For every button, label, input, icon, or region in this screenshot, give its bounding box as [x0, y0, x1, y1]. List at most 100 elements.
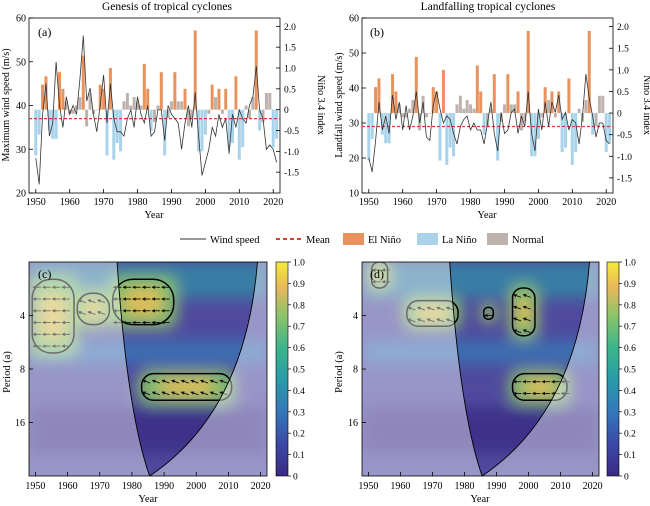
nino-bar — [492, 74, 496, 114]
nino-bar — [115, 109, 119, 143]
panel-b: 1950 1960 1970 1980 1990 2000 2010 2020 10 20 30 40… — [334, 14, 650, 222]
nino-bar — [68, 109, 72, 114]
x-tick-label: 1980 — [122, 481, 142, 492]
coherence-core — [40, 293, 66, 339]
nino-bar — [102, 88, 106, 110]
coherence-band — [362, 406, 599, 454]
nino-bar — [404, 113, 408, 118]
phase-arrow — [171, 379, 180, 384]
nino-bar — [377, 78, 381, 114]
x-tick-label: 1960 — [393, 197, 413, 208]
y-tick-label: 30 — [349, 119, 359, 130]
nino-bar — [247, 109, 251, 118]
nino-bar — [540, 113, 544, 118]
y2label-b: Niño 3.4 index — [641, 75, 650, 135]
nino-bar — [594, 113, 598, 127]
legend-normal-swatch — [487, 233, 508, 245]
y2-tick-label: 1.5 — [284, 44, 296, 54]
y-tick-label: 8 — [20, 365, 25, 376]
phase-arrow — [416, 306, 426, 311]
x-tick-label: 2020 — [596, 197, 616, 208]
x-tick-label: 1970 — [422, 481, 442, 492]
significance-contour — [511, 287, 536, 337]
nino-bar — [58, 72, 62, 110]
colorbar-tick-label: 0.5 — [293, 366, 305, 376]
phase-arrow — [426, 318, 435, 323]
y-tick-label: 16 — [15, 418, 25, 429]
nino-bar — [203, 109, 207, 135]
y-tick-label: 40 — [16, 101, 26, 112]
nino-bar — [132, 97, 136, 110]
legend-elnino-swatch — [343, 233, 364, 245]
nino-bar — [139, 105, 143, 110]
nino-bar — [231, 109, 235, 143]
legend: Wind speed Mean El Niño La Niño Normal — [180, 233, 544, 246]
phase-arrow — [209, 391, 218, 396]
nino-bar — [81, 55, 85, 110]
nino-bar — [455, 104, 459, 114]
phase-arrow — [513, 329, 522, 334]
nino-bar — [244, 105, 248, 110]
nino-bar — [384, 113, 388, 144]
nino-bar — [506, 74, 510, 114]
nino-bar — [264, 93, 268, 110]
panel-b-frame — [361, 17, 614, 194]
nino-bar — [587, 30, 591, 114]
colorbar-tick-label: 0.6 — [624, 344, 636, 354]
nino-bar — [251, 97, 255, 110]
phase-arrow — [199, 379, 209, 384]
significance-contour — [111, 278, 175, 326]
ylabel-a: Maximum wind speed (m/s) — [1, 48, 12, 161]
x-tick-label: 1990 — [154, 481, 174, 492]
nino-bar — [74, 105, 78, 110]
colorbar-tick-label: 0.4 — [293, 387, 305, 397]
nino-bar — [149, 109, 153, 131]
x-tick-label: 1990 — [487, 481, 507, 492]
nino-bar — [125, 93, 129, 110]
nino-bar — [502, 104, 506, 114]
x-tick-label: 1960 — [390, 481, 410, 492]
ylabel-c: Period (a) — [2, 351, 13, 393]
phase-arrow — [77, 299, 86, 304]
phase-arrow — [142, 379, 151, 384]
colorbar-tick-label: 0.1 — [293, 451, 305, 461]
y2-tick-label: -1.5 — [617, 174, 632, 184]
y-tick-label: 20 — [16, 189, 26, 200]
nino-bar — [591, 113, 595, 135]
nino-bar — [176, 101, 180, 110]
colorbar-tick-label: 0.9 — [624, 280, 636, 290]
phase-arrow — [219, 391, 228, 396]
colorbar-tick-label: 0.9 — [293, 280, 305, 290]
phase-arrow — [407, 318, 416, 323]
phase-arrow — [171, 391, 180, 396]
nino-bar — [142, 63, 146, 110]
xlabel-a: Year — [144, 210, 164, 221]
x-tick-label: 2020 — [583, 481, 603, 492]
y-tick-label: 60 — [349, 14, 359, 25]
nino-bar — [543, 87, 547, 114]
phase-arrow — [180, 391, 189, 396]
wind-speed-line — [35, 35, 277, 185]
nino-bar — [258, 109, 262, 131]
nino-bar — [186, 109, 190, 127]
nino-bar — [367, 113, 371, 161]
x-tick-label: 2000 — [528, 197, 548, 208]
nino-bar — [37, 109, 41, 135]
phase-arrow — [87, 311, 96, 315]
nino-bar — [214, 97, 218, 110]
nino-bar — [146, 88, 150, 110]
significance-contour — [511, 372, 568, 402]
nino-bar — [112, 109, 116, 160]
nino-bar — [275, 109, 279, 139]
y2-tick-label: 0.5 — [284, 85, 296, 95]
nino-bar — [241, 109, 245, 148]
nino-bar — [526, 30, 530, 114]
nino-bar — [608, 113, 612, 144]
nino-bar — [435, 91, 439, 114]
nino-bar — [54, 109, 58, 139]
coherence-core — [517, 297, 531, 327]
nino-bar — [220, 109, 224, 114]
nino-bar — [156, 105, 160, 110]
y2-tick-label: 1.5 — [617, 45, 629, 55]
legend-lanina-label: La Niño — [442, 235, 477, 246]
